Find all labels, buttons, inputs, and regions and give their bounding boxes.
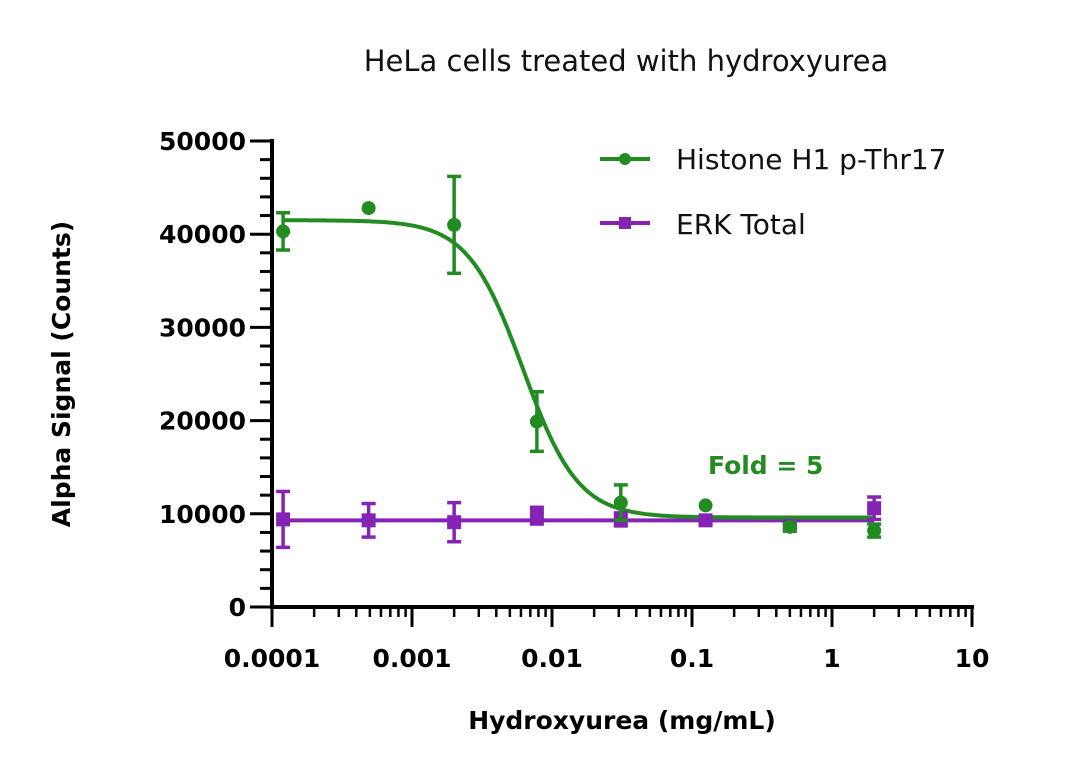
y-tick-label: 30000 xyxy=(159,313,246,342)
x-axis-title: Hydroxyurea (mg/mL) xyxy=(468,706,776,735)
y-tick-label: 20000 xyxy=(159,407,246,436)
circle-marker-icon xyxy=(529,414,544,429)
histone-fit-curve xyxy=(283,218,875,520)
circle-marker-icon xyxy=(782,519,797,534)
legend: Histone H1 p-Thr17 ERK Total xyxy=(600,143,946,241)
x-tick-label: 0.0001 xyxy=(224,644,320,673)
x-tick-label: 0.001 xyxy=(372,644,451,673)
square-marker-icon xyxy=(447,515,462,530)
circle-marker-icon xyxy=(867,523,882,538)
fold-annotation: Fold = 5 xyxy=(708,451,823,480)
chart-title: HeLa cells treated with hydroxyurea xyxy=(364,44,889,78)
plot-area xyxy=(276,174,882,550)
legend-item-erk: ERK Total xyxy=(600,208,806,241)
legend-label: ERK Total xyxy=(676,208,806,241)
y-axis: 0 10000 20000 30000 40000 50000 xyxy=(159,127,274,622)
square-marker-icon xyxy=(276,512,291,527)
legend-item-histone: Histone H1 p-Thr17 xyxy=(600,143,946,176)
square-marker-icon xyxy=(619,217,631,229)
circle-marker-icon xyxy=(613,495,628,510)
square-marker-icon xyxy=(529,508,544,523)
x-axis: 0.0001 0.001 0.01 0.1 1 10 xyxy=(224,605,990,673)
legend-label: Histone H1 p-Thr17 xyxy=(676,143,946,176)
circle-marker-icon xyxy=(447,217,462,232)
circle-marker-icon xyxy=(276,224,291,239)
y-tick-label: 40000 xyxy=(159,220,246,249)
x-tick-label: 0.1 xyxy=(670,644,714,673)
x-tick-label: 10 xyxy=(955,644,990,673)
circle-marker-icon xyxy=(619,153,631,165)
circle-marker-icon xyxy=(361,201,376,216)
square-marker-icon xyxy=(361,513,376,528)
x-tick-label: 0.01 xyxy=(521,644,583,673)
y-tick-label: 10000 xyxy=(159,500,246,529)
x-tick-label: 1 xyxy=(823,644,840,673)
square-marker-icon xyxy=(867,501,882,516)
circle-marker-icon xyxy=(698,498,713,513)
y-axis-title: Alpha Signal (Counts) xyxy=(47,221,76,527)
square-marker-icon xyxy=(698,513,713,528)
y-tick-label: 0 xyxy=(229,593,246,622)
y-tick-label: 50000 xyxy=(159,127,246,156)
